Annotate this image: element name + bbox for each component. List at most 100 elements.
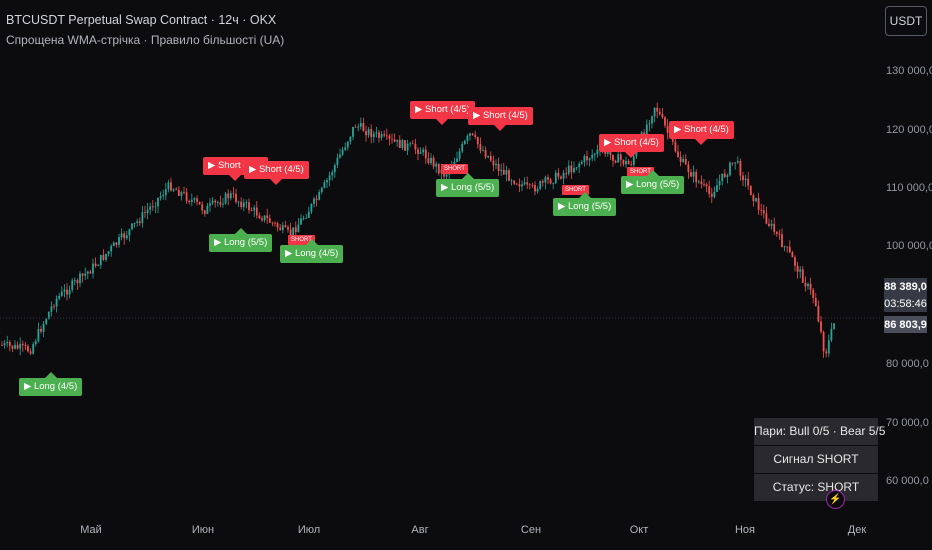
long-signal-label[interactable]: ▶ Long (4/5): [280, 239, 344, 263]
candle-body: [128, 229, 131, 236]
candle-body: [658, 111, 661, 115]
candle-body: [385, 135, 388, 137]
candle-body: [742, 175, 744, 181]
candle-body: [778, 233, 781, 235]
candle-body: [391, 138, 393, 140]
candle-body: [770, 223, 773, 226]
long-signal-label[interactable]: ▶ Long (5/5): [553, 192, 617, 216]
candle-body: [534, 184, 536, 192]
candle-body: [593, 153, 596, 155]
candle-body: [528, 184, 531, 186]
candle-body: [292, 227, 295, 236]
candle-body: [773, 223, 776, 232]
candle-body: [801, 269, 804, 283]
candle-body: [708, 186, 711, 194]
candle-body: [687, 164, 690, 173]
candle-body: [328, 175, 331, 181]
candle-body: [274, 222, 276, 224]
candle-body: [664, 117, 666, 126]
candle-body: [250, 210, 253, 211]
candle-body: [562, 172, 565, 179]
candle-body: [788, 246, 791, 253]
candle-body: [409, 143, 412, 145]
candle-body: [268, 218, 271, 223]
candle-body: [752, 195, 755, 202]
candle-body: [502, 169, 505, 175]
candle-body: [63, 289, 66, 292]
candle-body: [596, 149, 599, 154]
candle-body: [411, 143, 414, 145]
candle-body: [331, 172, 334, 176]
candle-body: [627, 160, 630, 165]
short-signal-label[interactable]: ▶ Short (4/5): [244, 161, 309, 185]
candle-body: [60, 291, 63, 296]
candle-body: [198, 201, 201, 205]
candle-body: [435, 163, 438, 167]
candle-body: [388, 135, 391, 139]
candle-body: [209, 203, 211, 206]
candle-body: [523, 182, 526, 185]
candle-body: [547, 177, 549, 180]
short-signal-label[interactable]: ▶ Short (4/5): [468, 107, 533, 131]
candle-body: [320, 187, 323, 192]
candle-body: [102, 255, 105, 260]
candle-body: [190, 199, 193, 203]
status-table: Пари: Bull 0/5 · Bear 5/5 Сигнал SHORT С…: [754, 418, 885, 502]
candle-body: [81, 273, 84, 276]
candle-body: [557, 172, 560, 177]
price-tick: 120 000,0: [886, 124, 932, 136]
candle-body: [323, 182, 326, 188]
long-signal-label[interactable]: ▶ Long (5/5): [209, 228, 273, 252]
candle-body: [682, 159, 685, 162]
candle-body: [99, 255, 102, 266]
candle-body: [541, 181, 544, 183]
candle-body: [807, 283, 809, 287]
candle-body: [68, 289, 71, 295]
short-signal-label[interactable]: ▶ Short (4/5): [599, 134, 664, 158]
candle-body: [92, 263, 94, 274]
candle-body: [193, 198, 196, 200]
candle-body: [359, 123, 362, 127]
short-signal-label[interactable]: ▶ Short (4/5): [669, 121, 734, 145]
candle-body: [427, 158, 430, 164]
candle-body: [484, 150, 487, 158]
candle-body: [492, 160, 495, 166]
candle-body: [94, 263, 97, 267]
candle-body: [245, 202, 248, 203]
candle-body: [653, 107, 656, 117]
candle-body: [804, 282, 807, 287]
candle-body: [760, 209, 763, 211]
lightning-icon[interactable]: ⚡: [826, 490, 845, 509]
candle-body: [567, 165, 570, 174]
candle-body: [3, 343, 6, 346]
candle-body: [458, 151, 461, 159]
candle-body: [97, 265, 100, 267]
candle-body: [367, 129, 370, 136]
candle-body: [40, 328, 42, 332]
candle-body: [463, 140, 466, 144]
long-signal-label[interactable]: ▶ Long (5/5): [621, 170, 685, 194]
candle-body: [383, 134, 386, 136]
long-signal-label[interactable]: ▶ Long (4/5): [19, 372, 83, 396]
candle-body: [697, 181, 700, 183]
candle-body: [175, 189, 178, 191]
candle-body: [469, 133, 471, 136]
candle-body: [604, 150, 607, 154]
long-signal-label[interactable]: ▶ Long (5/5): [436, 173, 500, 197]
currency-button[interactable]: USDT: [885, 6, 927, 36]
candle-body: [310, 203, 313, 212]
candle-body: [471, 133, 474, 135]
candle-body: [105, 253, 107, 260]
candle-body: [406, 143, 409, 151]
candle-body: [531, 184, 534, 186]
candle-body: [645, 124, 648, 136]
short-signal-label[interactable]: ▶ Short (4/5): [410, 101, 475, 125]
time-tick: Июн: [191, 524, 215, 536]
candle-body: [55, 298, 58, 307]
candle-body: [625, 160, 627, 165]
candle-body: [731, 162, 734, 164]
candle-body: [762, 210, 765, 214]
candle-body: [79, 273, 81, 284]
candle-body: [242, 202, 245, 208]
